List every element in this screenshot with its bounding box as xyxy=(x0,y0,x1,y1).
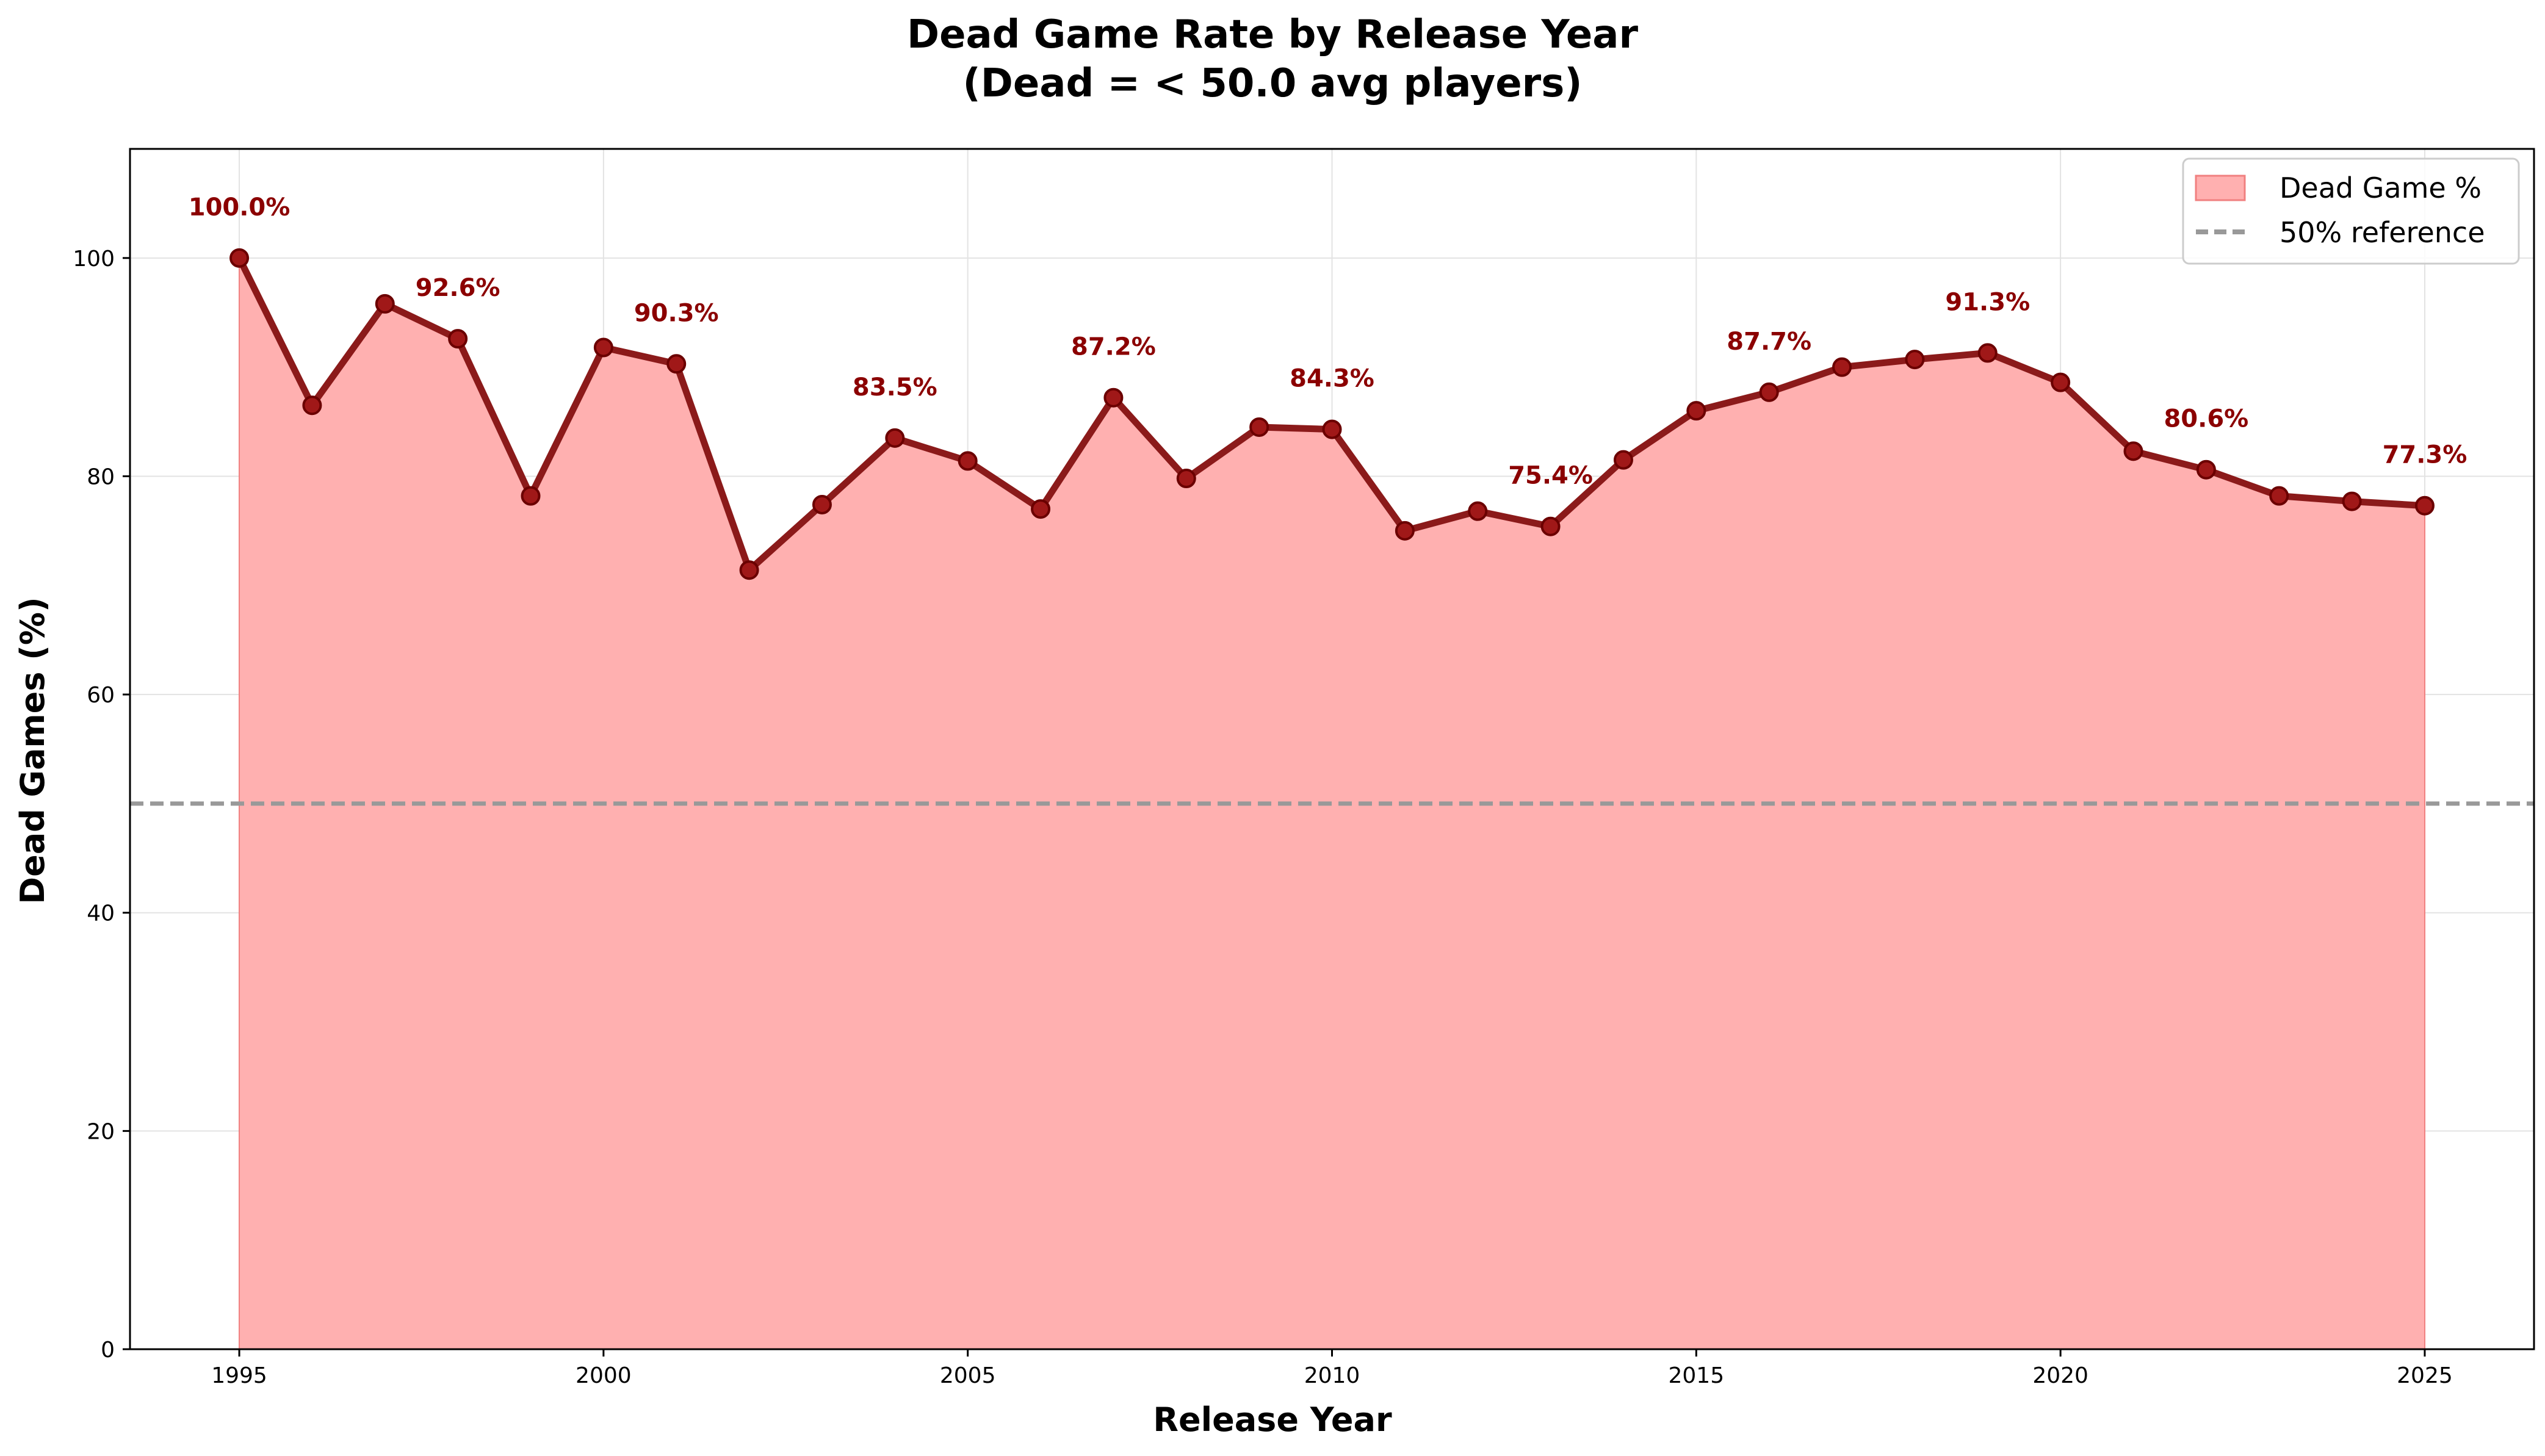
data-point xyxy=(2269,486,2289,506)
data-label: 83.5% xyxy=(853,373,937,402)
y-tick-label: 100 xyxy=(73,247,115,272)
legend-label-reference: 50% reference xyxy=(2280,216,2485,249)
legend-swatch-area xyxy=(2195,175,2246,201)
data-point xyxy=(1176,469,1196,489)
data-label: 77.3% xyxy=(2383,441,2467,469)
x-tick-label: 2005 xyxy=(940,1363,996,1388)
data-label: 84.3% xyxy=(1290,365,1374,393)
data-label: 87.7% xyxy=(1727,328,1811,356)
data-label: 100.0% xyxy=(189,193,291,222)
data-label: 87.2% xyxy=(1071,333,1156,361)
data-label: 80.6% xyxy=(2164,405,2248,433)
data-label: 90.3% xyxy=(634,299,719,327)
y-tick-label: 0 xyxy=(101,1338,115,1363)
y-tick-label: 40 xyxy=(87,901,115,926)
data-point xyxy=(2342,491,2362,511)
y-axis-label: Dead Games (%) xyxy=(13,597,52,904)
data-point xyxy=(958,451,978,471)
tick-layer: 1995 2000 2005 2010 2015 2020 2025 0 20 40 60 80 100 xyxy=(73,247,2452,1388)
data-point xyxy=(1540,516,1561,536)
data-point xyxy=(1322,419,1342,439)
data-point xyxy=(739,560,759,580)
y-tick-label: 20 xyxy=(87,1119,115,1144)
x-tick-label: 2020 xyxy=(2032,1363,2088,1388)
data-point xyxy=(2123,441,2143,461)
x-tick-label: 2000 xyxy=(576,1363,632,1388)
data-point xyxy=(521,486,541,506)
legend-label-area: Dead Game % xyxy=(2280,171,2482,204)
data-point xyxy=(2414,496,2435,516)
data-point xyxy=(1468,501,1488,521)
data-point xyxy=(1905,350,1925,370)
data-point xyxy=(448,329,468,349)
x-axis-label: Release Year xyxy=(1153,1400,1392,1439)
data-point xyxy=(593,337,613,358)
data-point xyxy=(1103,387,1124,408)
chart-title-line1: Dead Game Rate by Release Year xyxy=(907,12,1639,57)
data-point xyxy=(2051,372,2071,392)
data-point xyxy=(1613,450,1633,470)
x-tick-label: 2010 xyxy=(1304,1363,1360,1388)
data-point xyxy=(1031,499,1051,519)
data-point xyxy=(1977,343,1998,363)
data-point xyxy=(1249,417,1269,437)
data-point xyxy=(885,428,905,448)
data-point xyxy=(1395,521,1415,541)
x-tick-label: 2015 xyxy=(1669,1363,1725,1388)
data-point xyxy=(229,248,250,268)
data-label: 75.4% xyxy=(1508,462,1593,490)
legend: Dead Game % 50% reference xyxy=(2182,157,2520,265)
data-point xyxy=(2196,460,2216,480)
data-point xyxy=(1686,401,1706,421)
y-tick-label: 80 xyxy=(87,464,115,489)
data-point xyxy=(812,494,832,514)
x-tick-label: 2025 xyxy=(2397,1363,2453,1388)
data-label: 91.3% xyxy=(1945,288,2030,316)
x-tick-label: 1995 xyxy=(211,1363,267,1388)
marker-layer xyxy=(229,248,2435,580)
y-tick-label: 60 xyxy=(87,683,115,708)
data-point xyxy=(302,395,322,416)
data-label: 92.6% xyxy=(416,274,500,302)
chart-title-line2: (Dead = < 50.0 avg players) xyxy=(962,61,1582,106)
data-point xyxy=(1759,382,1779,402)
data-point xyxy=(666,354,687,374)
legend-box xyxy=(2182,157,2520,265)
data-point xyxy=(1832,357,1852,377)
data-point xyxy=(375,294,395,314)
data-label-layer: 100.0% 92.6% 90.3% 83.5% 87.2% 84.3% 75.4% 87.7… xyxy=(189,193,2467,490)
